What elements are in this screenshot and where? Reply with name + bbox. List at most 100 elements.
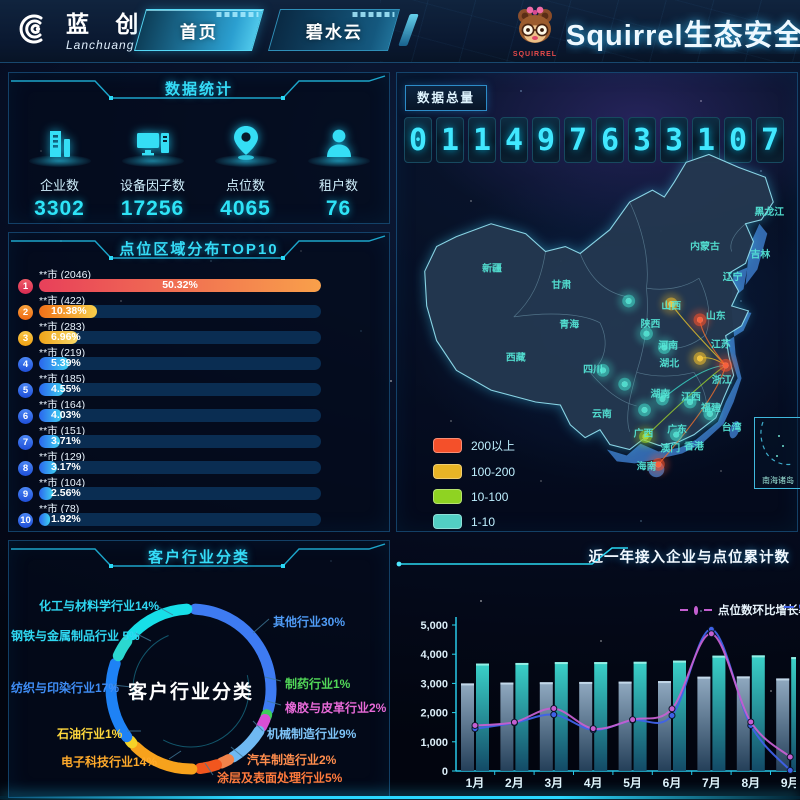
legend-point-growth[interactable]: 点位数环比增长率 — [680, 602, 800, 618]
tab-home[interactable]: 首页 — [133, 9, 265, 51]
rank-badge: 7 — [18, 435, 33, 450]
region-name: **市 (219) — [39, 347, 86, 359]
industry-panel: 客户行业分类 其他行业30% 制药行业1% 橡胶与皮革行业2% 机械制造行业9% 汽车制… — [8, 540, 390, 798]
logo-title: 蓝 创 — [66, 10, 149, 37]
logo-spiral-icon — [14, 8, 56, 55]
region-row: **市 (219) 4 5.39% — [9, 345, 389, 372]
map-legend-item[interactable]: 10-100 — [433, 489, 515, 504]
province-label: 福建 — [700, 401, 721, 414]
region-percent: 6.96% — [51, 331, 81, 343]
stat-value: 3302 — [34, 197, 85, 220]
map-legend-item[interactable]: 200以上 — [433, 437, 515, 454]
region-row: **市 (422) 2 10.38% — [9, 293, 389, 320]
province-label: 吉林 — [750, 247, 770, 260]
region-bar-track: 3.17% — [39, 461, 321, 474]
region-bar-track: 4.55% — [39, 383, 321, 396]
header-bar: 蓝 创 Lanchuang 首页 碧水云 — [0, 0, 800, 63]
stats-panel-title: 数据统计 — [164, 81, 233, 98]
bar-enterprise — [461, 683, 474, 771]
region-bar-fill — [39, 487, 54, 500]
tab-home-label: 首页 — [180, 22, 218, 42]
region-percent: 4.55% — [51, 383, 81, 395]
icon-pedestal — [28, 155, 91, 167]
map-legend-item[interactable]: 100-200 — [433, 464, 515, 479]
data-total-label: 数据总量 — [405, 85, 487, 111]
bar-enterprise — [776, 678, 790, 771]
region-name: **市 (422) — [39, 295, 86, 307]
trend-panel: 近一年接入企业与点位累计数 点位数环比增长率 0 1,000 2,000 3,000 4… — [396, 540, 800, 796]
industry-label: 石油行业1% — [57, 727, 123, 741]
province-label: 广东 — [667, 423, 687, 436]
map-legend-item[interactable]: 1-10 — [433, 514, 515, 529]
bar-enterprise — [658, 681, 671, 771]
province-label: 西藏 — [506, 350, 526, 363]
trend-chart: 0 1,000 2,000 3,000 4,000 5,000 1月 2月 3月 4月 5月 6月 7月… — [420, 617, 796, 790]
bar-points — [633, 661, 647, 771]
region-row: **市 (78) 10 1.92% — [9, 501, 389, 528]
rank-badge: 3 — [18, 331, 33, 346]
region-row: **市 (283) 3 6.96% — [9, 319, 389, 346]
province-label: 台湾 — [722, 421, 742, 434]
province-label: 江西 — [681, 390, 701, 403]
province-label: 云南 — [592, 407, 612, 420]
svg-text:1,000: 1,000 — [420, 737, 448, 749]
industry-label: 橡胶与皮革行业2% — [285, 701, 387, 715]
region-name: **市 (2046) — [39, 269, 91, 281]
stat-value: 76 — [325, 197, 352, 220]
bar-points — [712, 655, 726, 771]
region-percent: 10.38% — [51, 305, 87, 317]
region-bar-track: 5.39% — [39, 357, 321, 370]
counter-digit: 3 — [660, 117, 688, 163]
province-label: 江苏 — [711, 338, 731, 351]
region-name: **市 (164) — [39, 399, 86, 411]
region-percent: 4.03% — [51, 409, 81, 421]
title-frame-decoration — [11, 543, 386, 568]
legend-marker-pink — [693, 605, 699, 615]
donut-segment — [124, 735, 138, 749]
region-bar-track: 4.03% — [39, 409, 321, 422]
province-label: 广西 — [634, 427, 654, 440]
region-ranking-list: **市 (2046) 1 50.32% **市 (422) 2 10.38% **市 (28… — [9, 267, 389, 528]
region-name: **市 (104) — [39, 477, 86, 489]
stat-value: 4065 — [220, 197, 271, 220]
legend-label: 100-200 — [471, 464, 516, 479]
china-landmass — [424, 153, 774, 451]
donut-segment — [105, 658, 133, 743]
region-name: **市 (283) — [39, 321, 86, 333]
region-percent: 5.39% — [51, 357, 81, 369]
counter-digit: 0 — [724, 117, 752, 163]
app-title: Squirrel生态安全云平台 — [566, 20, 800, 52]
legend-label: 1-10 — [471, 514, 496, 529]
stat-label: 点位数 — [225, 178, 265, 193]
province-label: 辽宁 — [723, 270, 743, 283]
donut-segment — [194, 759, 222, 774]
region-bar-fill — [39, 305, 98, 318]
province-label: 青海 — [559, 318, 579, 331]
region-name: **市 (129) — [39, 451, 86, 463]
province-label: 甘肃 — [551, 278, 571, 291]
donut-segment — [126, 603, 193, 641]
icon-pedestal — [307, 155, 370, 167]
stat-label: 设备因子数 — [119, 178, 185, 193]
stat-label: 企业数 — [39, 178, 79, 193]
bar-enterprise — [500, 682, 514, 771]
region-bar-fill — [39, 461, 57, 474]
province-label: 内蒙古 — [690, 240, 720, 253]
tab-bishuiyun[interactable]: 碧水云 — [267, 9, 401, 51]
region-bar-fill — [39, 513, 50, 526]
counter-digit: 9 — [532, 117, 560, 163]
bar-points — [751, 655, 765, 771]
donut-segment — [227, 725, 265, 763]
region-bar-track: 1.92% — [39, 513, 321, 526]
region-row: **市 (2046) 1 50.32% — [9, 267, 389, 294]
industry-label: 机械制造行业9% — [267, 727, 357, 741]
industry-label: 涂层及表面处理行业5% — [217, 771, 343, 785]
industry-label: 制药行业1% — [285, 677, 351, 691]
svg-text:5,000: 5,000 — [420, 620, 448, 632]
industry-label: 钢铁与金属制品行业 5% — [11, 629, 140, 643]
industry-label: 纺织与印染行业17% — [11, 681, 120, 695]
svg-text:2,000: 2,000 — [420, 708, 448, 720]
legend-label: 点位数环比增长率 — [717, 605, 800, 617]
